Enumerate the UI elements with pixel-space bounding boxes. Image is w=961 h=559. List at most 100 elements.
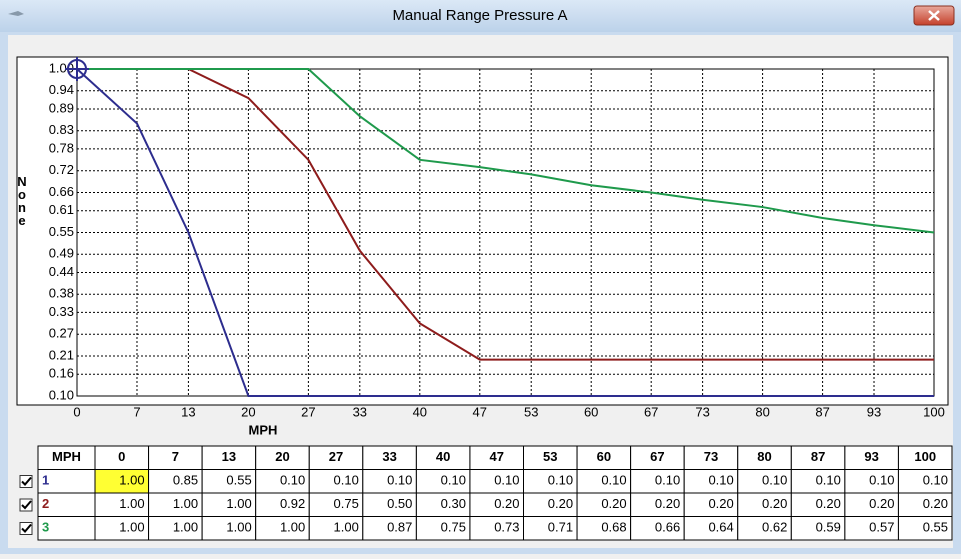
cell-value: 0.66 xyxy=(655,520,680,535)
series-line xyxy=(76,68,934,397)
data-cell[interactable] xyxy=(897,516,953,541)
x-tick-label: 27 xyxy=(301,404,315,419)
checkbox-check[interactable] xyxy=(21,523,32,533)
column-header: 20 xyxy=(275,449,289,464)
column-header: 60 xyxy=(597,449,611,464)
column-header: 40 xyxy=(436,449,450,464)
cell-value: 1.00 xyxy=(119,496,144,511)
y-tick-label: 0.66 xyxy=(49,184,74,199)
cell-value: 0.20 xyxy=(601,496,626,511)
series-line xyxy=(77,68,935,234)
y-tick-label: 0.72 xyxy=(49,162,74,177)
cell-value: 0.10 xyxy=(334,473,359,488)
column-header: 80 xyxy=(757,449,771,464)
cell-value: 0.10 xyxy=(494,473,519,488)
cell-value: 0.64 xyxy=(708,520,733,535)
column-header: 33 xyxy=(382,449,396,464)
column-header: 13 xyxy=(222,449,236,464)
cell-value: 0.10 xyxy=(387,473,412,488)
cell-value: 1.00 xyxy=(334,520,359,535)
cell-value: 1.00 xyxy=(119,473,144,488)
column-header: 7 xyxy=(172,449,179,464)
cell-value: 0.20 xyxy=(655,496,680,511)
x-tick-label: 60 xyxy=(584,404,598,419)
cell-value: 0.55 xyxy=(226,473,251,488)
cell-value: 0.10 xyxy=(762,473,787,488)
cell-value: 0.30 xyxy=(441,496,466,511)
cell-value: 0.75 xyxy=(334,496,359,511)
cell-value: 0.10 xyxy=(923,473,948,488)
y-tick-label: 0.27 xyxy=(49,326,74,341)
cell-value: 0.10 xyxy=(441,473,466,488)
cell-value: 0.55 xyxy=(923,520,948,535)
cell-value: 0.10 xyxy=(548,473,573,488)
cell-value: 0.10 xyxy=(869,473,894,488)
cell-value: 0.57 xyxy=(869,520,894,535)
checkbox-check[interactable] xyxy=(21,500,32,510)
series-name: 2 xyxy=(42,496,49,511)
column-header: 93 xyxy=(864,449,878,464)
y-tick-label: 0.33 xyxy=(49,304,74,319)
table-header: MPH xyxy=(52,449,81,464)
column-header: 87 xyxy=(811,449,825,464)
cell-value: 0.92 xyxy=(280,496,305,511)
title-bar xyxy=(0,0,961,32)
y-tick-label: 0.49 xyxy=(49,246,74,261)
x-tick-label: 53 xyxy=(524,404,538,419)
column-header: 27 xyxy=(329,449,343,464)
cell-value: 0.75 xyxy=(441,520,466,535)
x-tick-label: 67 xyxy=(644,404,658,419)
x-tick-label: 100 xyxy=(923,404,945,419)
x-tick-label: 13 xyxy=(181,404,195,419)
window-title: Manual Range Pressure A xyxy=(392,7,567,24)
x-tick-label: 7 xyxy=(133,404,140,419)
cell-value: 0.10 xyxy=(601,473,626,488)
cell-value: 1.00 xyxy=(226,520,251,535)
close-button[interactable] xyxy=(913,5,955,26)
cell-value: 1.00 xyxy=(280,520,305,535)
cell-value: 0.20 xyxy=(548,496,573,511)
x-tick-label: 20 xyxy=(241,404,255,419)
column-header: 100 xyxy=(914,449,936,464)
x-tick-label: 0 xyxy=(73,404,80,419)
close-icon[interactable] xyxy=(928,10,940,21)
cell-value: 1.00 xyxy=(226,496,251,511)
x-tick-label: 93 xyxy=(867,404,881,419)
column-header: 0 xyxy=(118,449,125,464)
cell-value: 0.10 xyxy=(708,473,733,488)
cell-value: 0.71 xyxy=(548,520,573,535)
selection-cross xyxy=(65,57,89,81)
cell-value: 1.00 xyxy=(119,520,144,535)
series-line xyxy=(77,68,934,361)
x-tick-label: 73 xyxy=(695,404,709,419)
column-header: 47 xyxy=(489,449,503,464)
y-tick-label: 0.83 xyxy=(49,122,74,137)
column-header: 53 xyxy=(543,449,557,464)
cell-value: 0.62 xyxy=(762,520,787,535)
cell-value: 0.59 xyxy=(816,520,841,535)
app-icon xyxy=(8,11,24,16)
cell-value: 0.20 xyxy=(869,496,894,511)
x-tick-label: 80 xyxy=(755,404,769,419)
x-tick-label: 33 xyxy=(353,404,367,419)
checkbox-check[interactable] xyxy=(21,476,32,486)
y-tick-label: 0.21 xyxy=(49,347,74,362)
series-name: 3 xyxy=(42,520,49,535)
y-tick-label: 0.78 xyxy=(49,140,74,155)
y-tick-label: 0.94 xyxy=(49,82,74,97)
y-tick-label: 0.89 xyxy=(49,100,74,115)
cell-value: 0.20 xyxy=(494,496,519,511)
cell-value: 1.00 xyxy=(173,496,198,511)
cell-value: 0.87 xyxy=(387,520,412,535)
cell-value: 0.10 xyxy=(655,473,680,488)
cell-value: 0.50 xyxy=(387,496,412,511)
cell-value: 1.00 xyxy=(173,520,198,535)
cell-value: 0.10 xyxy=(280,473,305,488)
chart-panel xyxy=(16,56,949,406)
cell-value: 0.10 xyxy=(816,473,841,488)
x-tick-label: 40 xyxy=(413,404,427,419)
cell-value: 0.20 xyxy=(762,496,787,511)
cell-value: 0.20 xyxy=(708,496,733,511)
